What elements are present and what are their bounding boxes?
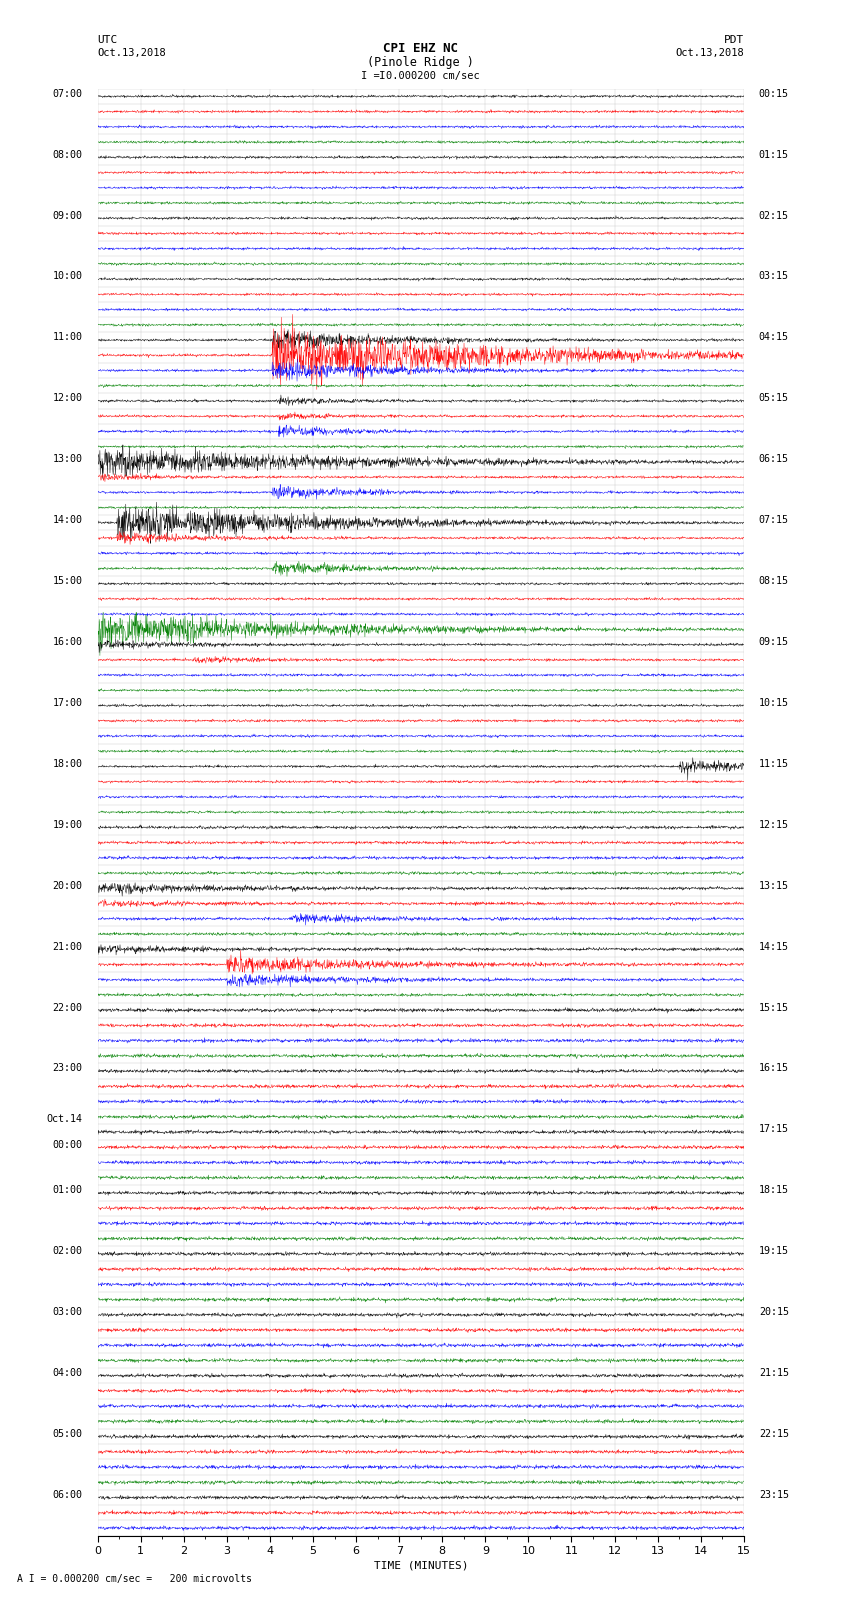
Text: 03:15: 03:15 (759, 271, 789, 282)
Text: 11:00: 11:00 (53, 332, 82, 342)
Text: 01:00: 01:00 (53, 1186, 82, 1195)
Text: I = 0.000200 cm/sec: I = 0.000200 cm/sec (361, 71, 480, 81)
Text: 13:00: 13:00 (53, 455, 82, 465)
Text: UTC: UTC (98, 35, 118, 45)
Text: 20:00: 20:00 (53, 881, 82, 890)
Text: 22:15: 22:15 (759, 1429, 789, 1439)
Text: 04:15: 04:15 (759, 332, 789, 342)
Text: 18:00: 18:00 (53, 758, 82, 769)
Text: 05:00: 05:00 (53, 1429, 82, 1439)
Text: (Pinole Ridge ): (Pinole Ridge ) (367, 56, 474, 69)
Text: 08:00: 08:00 (53, 150, 82, 160)
Text: 17:00: 17:00 (53, 698, 82, 708)
Text: CPI EHZ NC: CPI EHZ NC (383, 42, 458, 55)
Text: 00:00: 00:00 (53, 1140, 82, 1150)
Text: 04:00: 04:00 (53, 1368, 82, 1378)
Text: Oct.14: Oct.14 (47, 1113, 82, 1124)
Text: 19:15: 19:15 (759, 1247, 789, 1257)
X-axis label: TIME (MINUTES): TIME (MINUTES) (373, 1560, 468, 1569)
Text: 20:15: 20:15 (759, 1307, 789, 1318)
Text: 09:00: 09:00 (53, 211, 82, 221)
Text: 07:00: 07:00 (53, 89, 82, 98)
Text: 13:15: 13:15 (759, 881, 789, 890)
Text: 16:00: 16:00 (53, 637, 82, 647)
Text: 23:15: 23:15 (759, 1490, 789, 1500)
Text: 16:15: 16:15 (759, 1063, 789, 1073)
Text: 05:15: 05:15 (759, 394, 789, 403)
Text: 06:00: 06:00 (53, 1490, 82, 1500)
Text: 03:00: 03:00 (53, 1307, 82, 1318)
Text: 07:15: 07:15 (759, 515, 789, 526)
Text: 09:15: 09:15 (759, 637, 789, 647)
Text: 02:15: 02:15 (759, 211, 789, 221)
Text: A I = 0.000200 cm/sec =   200 microvolts: A I = 0.000200 cm/sec = 200 microvolts (17, 1574, 252, 1584)
Text: 21:00: 21:00 (53, 942, 82, 952)
Text: 23:00: 23:00 (53, 1063, 82, 1073)
Text: 14:00: 14:00 (53, 515, 82, 526)
Text: 14:15: 14:15 (759, 942, 789, 952)
Text: 06:15: 06:15 (759, 455, 789, 465)
Text: 12:15: 12:15 (759, 819, 789, 829)
Text: PDT: PDT (723, 35, 744, 45)
Text: 10:15: 10:15 (759, 698, 789, 708)
Text: 00:15: 00:15 (759, 89, 789, 98)
Text: 10:00: 10:00 (53, 271, 82, 282)
Text: 02:00: 02:00 (53, 1247, 82, 1257)
Text: 15:00: 15:00 (53, 576, 82, 586)
Text: 15:15: 15:15 (759, 1003, 789, 1013)
Text: I: I (379, 71, 386, 81)
Text: Oct.13,2018: Oct.13,2018 (98, 48, 167, 58)
Text: 18:15: 18:15 (759, 1186, 789, 1195)
Text: 08:15: 08:15 (759, 576, 789, 586)
Text: 12:00: 12:00 (53, 394, 82, 403)
Text: Oct.13,2018: Oct.13,2018 (675, 48, 744, 58)
Text: 19:00: 19:00 (53, 819, 82, 829)
Text: 21:15: 21:15 (759, 1368, 789, 1378)
Text: 22:00: 22:00 (53, 1003, 82, 1013)
Text: 11:15: 11:15 (759, 758, 789, 769)
Text: 01:15: 01:15 (759, 150, 789, 160)
Text: 17:15: 17:15 (759, 1124, 789, 1134)
